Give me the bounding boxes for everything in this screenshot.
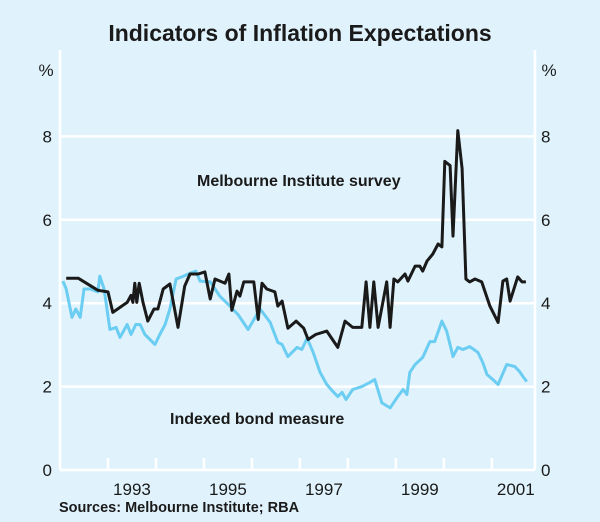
chart-title: Indicators of Inflation Expectations (108, 20, 491, 46)
x-tick-label: 1999 (401, 480, 439, 499)
y-tick-label-left: 6 (43, 211, 52, 230)
y-tick-label-right: 0 (541, 461, 550, 480)
x-tick-label: 1993 (113, 480, 151, 499)
x-ticks: 1993 1995 1997 1999 2001 (106, 458, 535, 499)
y-tick-label-right: 2 (541, 378, 550, 397)
x-tick-label: 1997 (305, 480, 343, 499)
y-tick-labels: 0 0 2 2 4 4 6 6 8 8 (43, 127, 551, 480)
series-line-melbourne-institute-survey (66, 129, 526, 349)
gridlines (60, 135, 535, 388)
y-axis-unit-right: % (541, 61, 556, 80)
y-tick-label-left: 0 (43, 461, 52, 480)
y-axis-unit-left: % (38, 61, 53, 80)
y-tick-label-right: 8 (541, 127, 550, 146)
y-tick-label-right: 6 (541, 211, 550, 230)
y-tick-label-left: 4 (43, 294, 52, 313)
y-tick-label-left: 2 (43, 378, 52, 397)
annotation-indexed-bond: Indexed bond measure (170, 411, 344, 428)
x-tick-label: 1995 (209, 480, 247, 499)
source-note: Sources: Melbourne Institute; RBA (59, 500, 300, 516)
y-tick-label-right: 4 (541, 294, 550, 313)
y-tick-label-left: 8 (43, 127, 52, 146)
series-line-indexed-bond-measure (61, 269, 528, 410)
series-lines (61, 129, 528, 410)
annotation-melbourne-survey: Melbourne Institute survey (197, 173, 401, 190)
x-tick-label: 2001 (497, 480, 535, 499)
plot-frame (58, 50, 537, 472)
